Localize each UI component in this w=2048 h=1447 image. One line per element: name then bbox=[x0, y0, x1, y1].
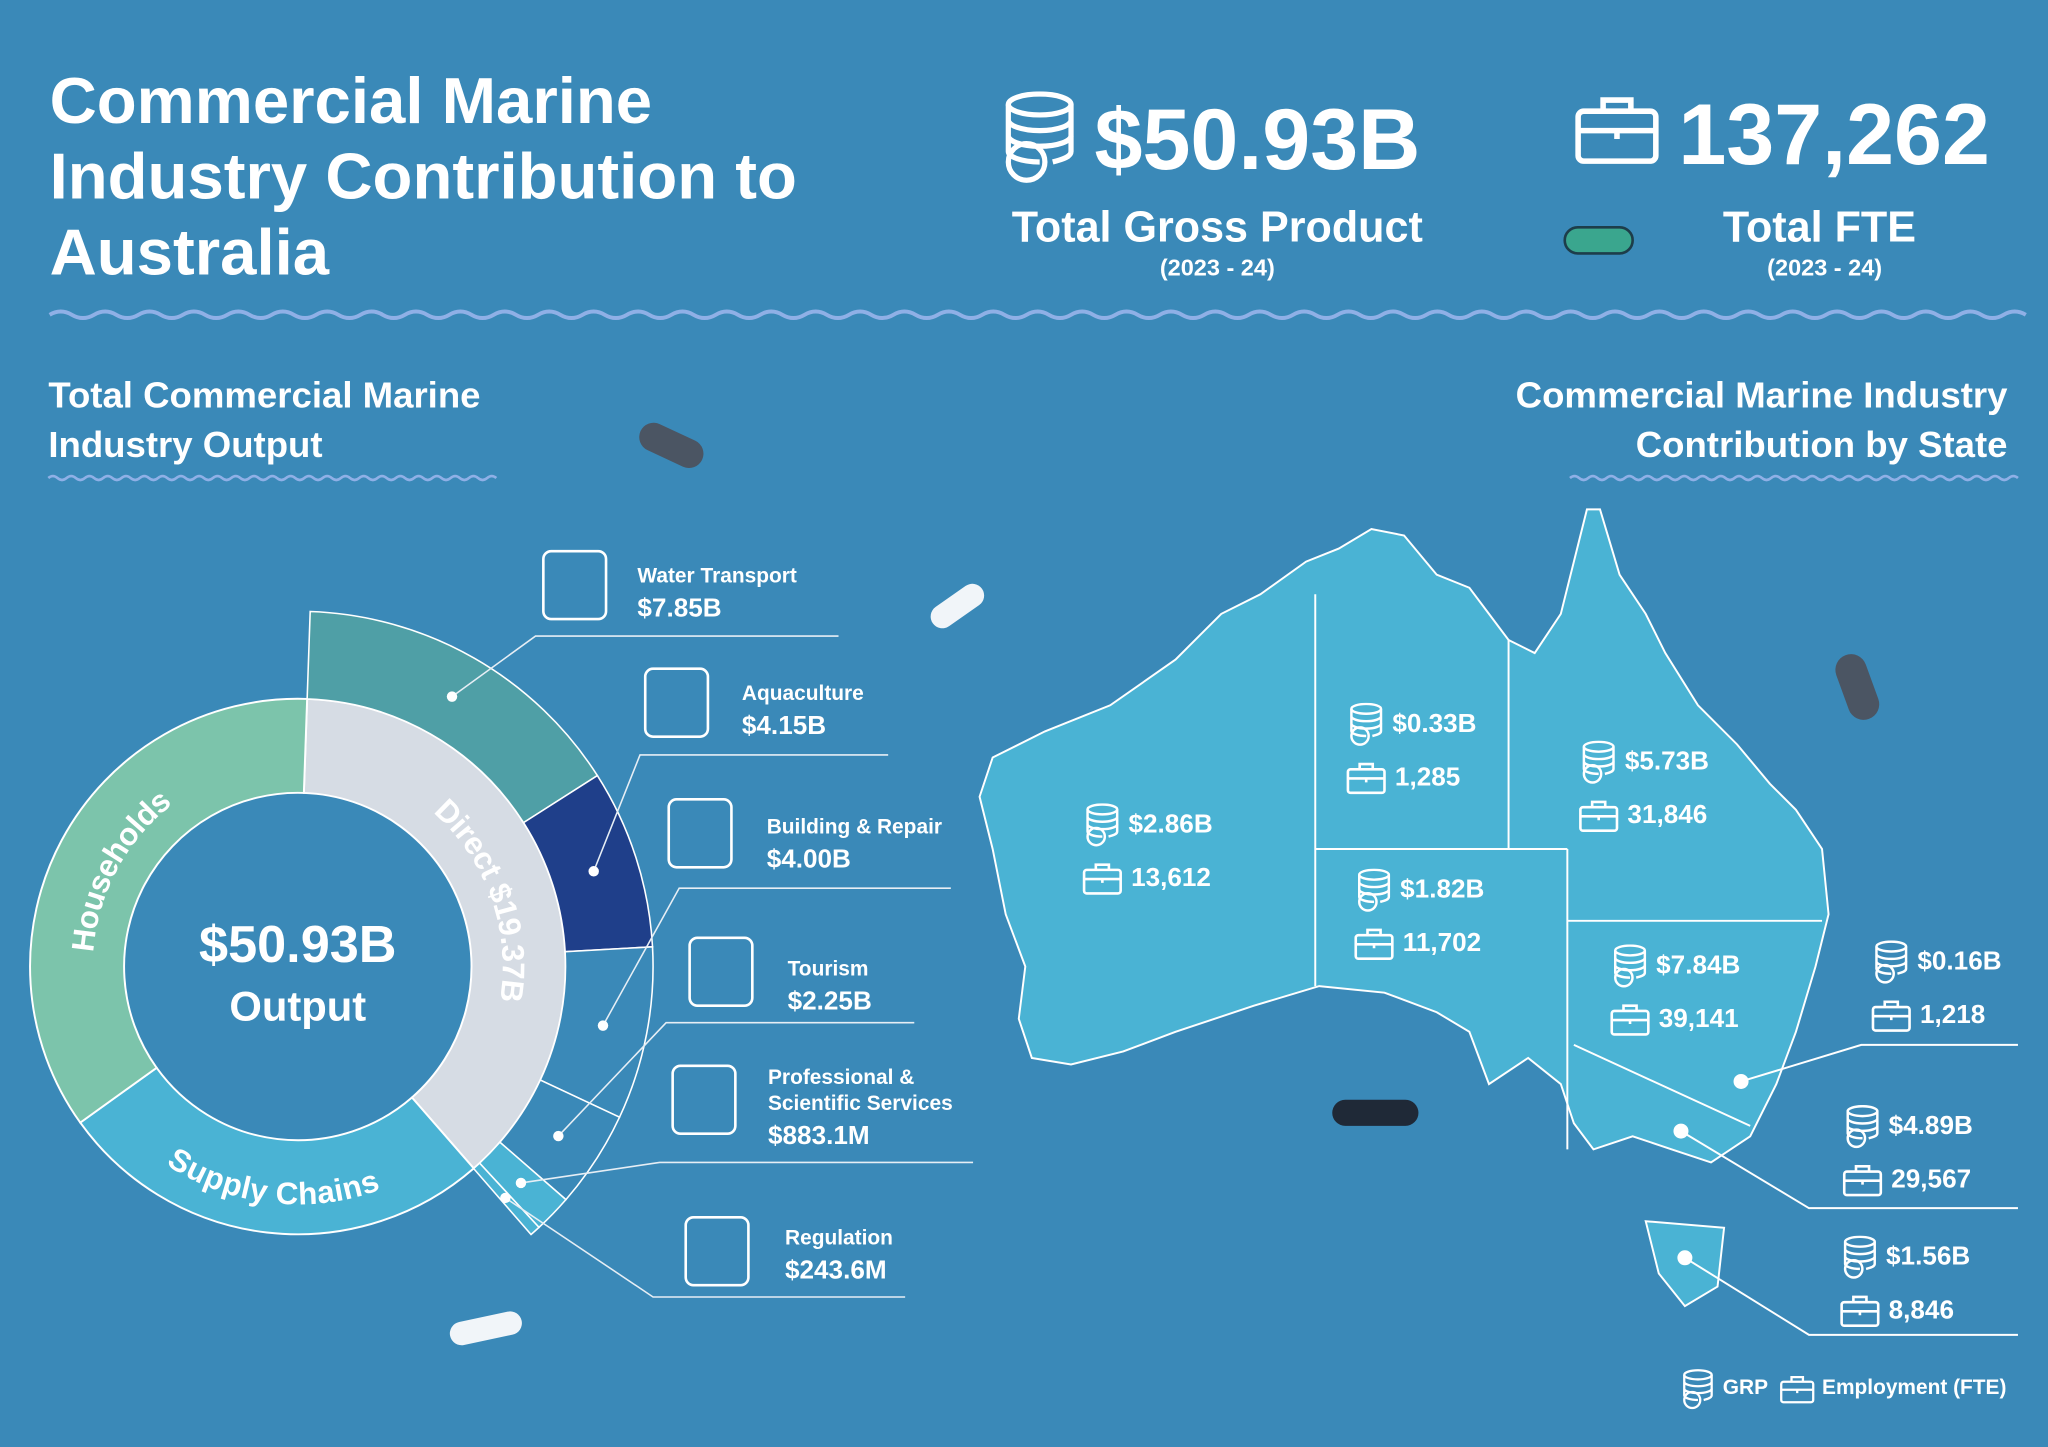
callout-value: $4.00B bbox=[766, 845, 851, 874]
callout-name: Building & Repair bbox=[766, 816, 943, 839]
section-title: Commercial Marine Industry Contribution … bbox=[1515, 374, 2008, 465]
state-grp: $2.86B bbox=[1128, 808, 1212, 838]
boat bbox=[639, 422, 704, 469]
coins-icon bbox=[1846, 1104, 1879, 1149]
state-fte: 1,218 bbox=[1920, 999, 1985, 1029]
state-grp: $0.16B bbox=[1917, 946, 2001, 976]
callout-name: Water Transport bbox=[637, 565, 797, 588]
state-fte: 39,141 bbox=[1659, 1003, 1739, 1033]
callout-value: $7.85B bbox=[637, 594, 722, 624]
callout-name: Tourism bbox=[787, 958, 869, 981]
boat bbox=[1835, 654, 1880, 720]
stat-label: Total FTE bbox=[1723, 203, 1916, 251]
state-grp: $1.82B bbox=[1400, 874, 1484, 904]
callout-line bbox=[592, 754, 889, 872]
state-fte: 8,846 bbox=[1889, 1294, 1954, 1324]
sector-icon bbox=[671, 1064, 737, 1136]
callout-name: Regulation bbox=[784, 1227, 893, 1250]
state-fte: 13,612 bbox=[1131, 862, 1211, 892]
boats bbox=[449, 225, 1880, 1346]
ring-segment bbox=[29, 697, 309, 1124]
stat-value: $50.93B bbox=[1095, 92, 1421, 188]
briefcase-icon bbox=[1871, 1000, 1911, 1032]
callout-dot bbox=[553, 1130, 564, 1142]
boat bbox=[1332, 1099, 1419, 1126]
state-grp: $1.56B bbox=[1886, 1241, 1970, 1271]
leader-lines bbox=[1680, 1043, 2018, 1336]
boat bbox=[1563, 225, 1634, 255]
callout-line bbox=[504, 1197, 906, 1298]
sector-icon bbox=[643, 667, 710, 738]
boat bbox=[930, 583, 985, 629]
page-title: Commercial Marine Industry Contribution … bbox=[49, 63, 797, 289]
state-grp: $0.33B bbox=[1392, 708, 1476, 738]
boat bbox=[449, 1311, 522, 1346]
callout-dot bbox=[446, 691, 458, 702]
sector-icon bbox=[667, 798, 733, 869]
stat-value: 137,262 bbox=[1678, 87, 1990, 183]
callout-value: $243.6M bbox=[784, 1256, 887, 1286]
map bbox=[978, 508, 2018, 1336]
callout-line bbox=[557, 1021, 915, 1137]
callout-value: $2.25B bbox=[787, 987, 872, 1017]
wave-divider bbox=[47, 474, 498, 482]
callout-dot bbox=[500, 1192, 511, 1204]
briefcase-icon bbox=[1840, 1295, 1880, 1328]
center-caption: Output bbox=[229, 983, 366, 1030]
state-fte: 11,702 bbox=[1403, 927, 1481, 957]
legend-label: GRP bbox=[1723, 1376, 1768, 1399]
legend-label: Employment (FTE) bbox=[1822, 1376, 2006, 1399]
callout-name: Professional & Scientific Services bbox=[767, 1067, 953, 1116]
stat-label: Total Gross Product bbox=[1012, 203, 1423, 251]
callout-dot bbox=[597, 1020, 609, 1031]
sector-icon bbox=[684, 1215, 750, 1287]
coins-icon bbox=[1008, 94, 1071, 180]
mainland bbox=[978, 508, 1830, 1164]
wave-divider bbox=[48, 309, 2027, 320]
sector-icon bbox=[542, 549, 608, 621]
coins-icon bbox=[1875, 940, 1908, 984]
callout-value: $883.1M bbox=[767, 1121, 870, 1151]
center-value: $50.93B bbox=[199, 916, 397, 974]
briefcase-icon bbox=[1578, 100, 1656, 161]
callout-name: Aquaculture bbox=[741, 683, 864, 706]
callout-dot bbox=[515, 1177, 527, 1189]
section-title: Total Commercial Marine Industry Output bbox=[48, 374, 481, 465]
state-fte: 31,846 bbox=[1627, 799, 1707, 829]
marker bbox=[1733, 1073, 1749, 1089]
briefcase-icon bbox=[1842, 1165, 1883, 1197]
state-grp: $5.73B bbox=[1625, 746, 1709, 776]
stat-period: (2023 - 24) bbox=[1767, 254, 1882, 280]
coins-icon bbox=[1683, 1369, 1713, 1410]
state-fte: 29,567 bbox=[1891, 1164, 1971, 1194]
state-grp: $4.89B bbox=[1889, 1110, 1973, 1140]
callout-line bbox=[602, 887, 951, 1027]
state-fte: 1,285 bbox=[1395, 761, 1460, 791]
state-borders bbox=[1314, 594, 1823, 1150]
callout-line bbox=[451, 635, 839, 698]
stat-period: (2023 - 24) bbox=[1160, 254, 1275, 280]
callout-value: $4.15B bbox=[741, 711, 827, 741]
state-grp: $7.84B bbox=[1656, 949, 1740, 979]
callout-dot bbox=[588, 866, 599, 877]
ring-segment bbox=[78, 1066, 476, 1236]
briefcase-icon bbox=[1780, 1375, 1815, 1404]
wave-divider bbox=[1569, 474, 2019, 482]
callout-line bbox=[520, 1161, 974, 1184]
sector-icon bbox=[688, 936, 754, 1008]
coins-icon bbox=[1843, 1235, 1877, 1279]
